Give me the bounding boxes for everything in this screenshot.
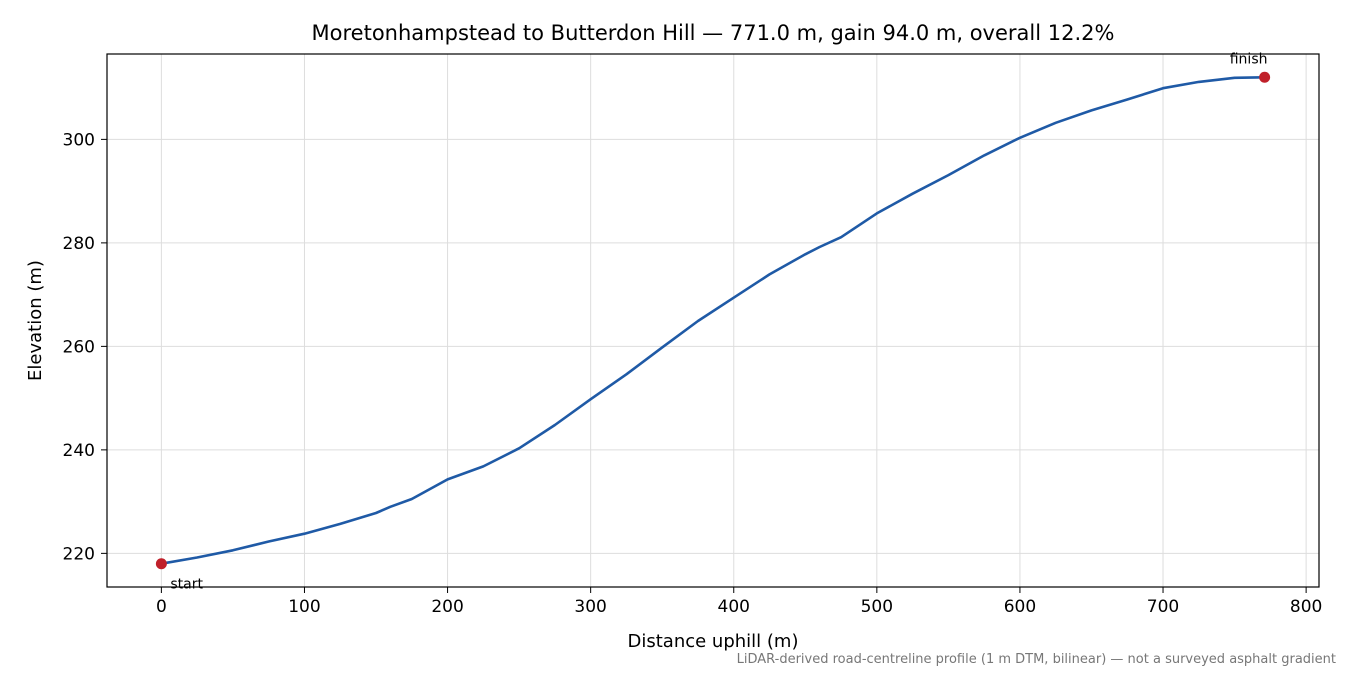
start-marker [155,558,167,570]
y-tick-label: 220 [63,544,95,564]
y-tick-label: 260 [63,337,95,357]
x-tick-label: 400 [718,597,750,617]
finish-label: finish [1230,51,1268,67]
x-tick-label: 500 [861,597,893,617]
y-axis-label: Elevation (m) [25,260,46,381]
elevation-profile-line [160,76,1266,566]
y-tick-label: 300 [63,130,95,150]
chart-title: Moretonhampstead to Butterdon Hill — 771… [312,21,1115,45]
start-label: start [170,577,203,593]
footnote: LiDAR-derived road-centreline profile (1… [736,652,1336,667]
x-tick-label: 700 [1147,597,1179,617]
x-tick-label: 200 [431,597,463,617]
x-tick-label: 800 [1290,597,1322,617]
x-tick-label: 100 [288,597,320,617]
finish-marker [1259,71,1271,83]
plot-frame [106,53,1320,588]
x-tick-label: 600 [1004,597,1036,617]
x-axis-label: Distance uphill (m) [628,631,799,652]
tick-layer: 0 100 200 300 400 500 600 700 800 220 240 260 280 300 [63,130,1323,617]
series-layer: start finish [155,51,1271,593]
x-tick-label: 0 [156,597,167,617]
gridlines [107,54,1319,587]
y-tick-label: 280 [63,234,95,254]
y-tick-label: 240 [63,441,95,461]
x-tick-label: 300 [574,597,606,617]
